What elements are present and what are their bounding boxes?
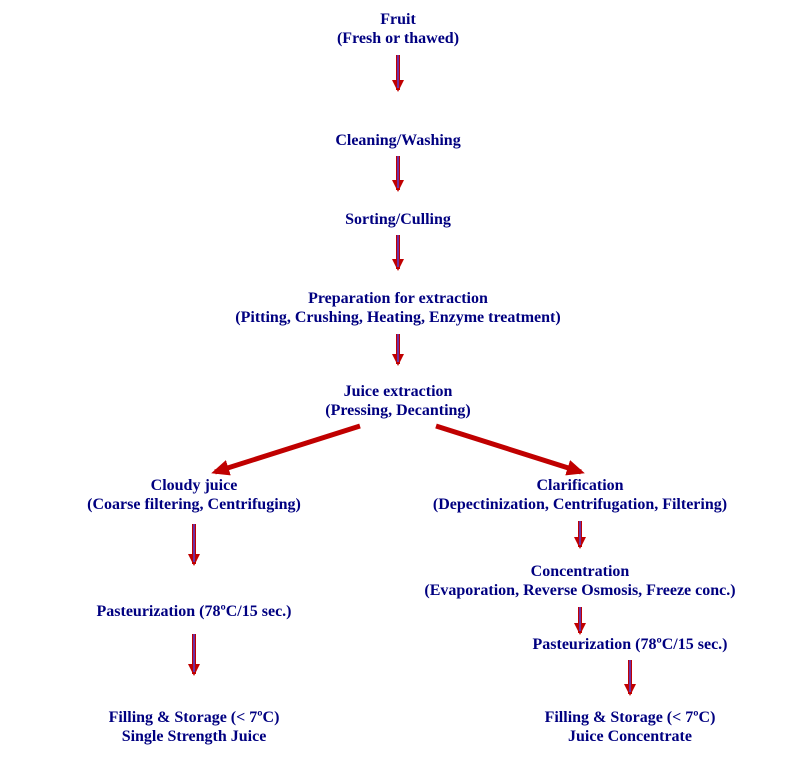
branch-arrow: [436, 426, 581, 472]
node-extract-line1: (Pressing, Decanting): [325, 402, 470, 419]
node-extract-line0: Juice extraction: [344, 383, 453, 400]
node-fill_l-line0: Filling & Storage (< 7ºC): [109, 709, 280, 726]
node-sort-line0: Sorting/Culling: [345, 211, 451, 228]
node-past_l: Pasteurization (78ºC/15 sec.): [96, 603, 291, 620]
node-clarif-line1: (Depectinization, Centrifugation, Filter…: [433, 496, 727, 513]
node-fill_r-line1: Juice Concentrate: [568, 728, 692, 745]
node-fruit-line0: Fruit: [380, 11, 416, 28]
node-past_r-line0: Pasteurization (78ºC/15 sec.): [532, 636, 727, 653]
node-conc-line1: (Evaporation, Reverse Osmosis, Freeze co…: [424, 582, 735, 599]
flowchart: Fruit (Fresh or thawed) Cleaning/Washing So…: [0, 0, 795, 777]
node-fill_l: Filling & Storage (< 7ºC) Single Strength…: [109, 709, 280, 745]
node-fill_r: Filling & Storage (< 7ºC) Juice Concentra…: [545, 709, 716, 745]
node-cloudy-line0: Cloudy juice: [151, 477, 238, 494]
node-past_r: Pasteurization (78ºC/15 sec.): [532, 636, 727, 653]
node-cloudy: Cloudy juice (Coarse filtering, Centrifug…: [87, 477, 301, 513]
node-fruit-line1: (Fresh or thawed): [337, 30, 459, 47]
node-past_l-line0: Pasteurization (78ºC/15 sec.): [96, 603, 291, 620]
node-prep-line0: Preparation for extraction: [308, 290, 488, 307]
node-fruit: Fruit (Fresh or thawed): [337, 11, 459, 47]
node-prep: Preparation for extraction (Pitting, Crus…: [235, 290, 560, 326]
node-clean: Cleaning/Washing: [335, 132, 460, 149]
node-sort: Sorting/Culling: [345, 211, 451, 228]
node-clean-line0: Cleaning/Washing: [335, 132, 460, 149]
node-fill_r-line0: Filling & Storage (< 7ºC): [545, 709, 716, 726]
node-cloudy-line1: (Coarse filtering, Centrifuging): [87, 496, 301, 513]
node-extract: Juice extraction (Pressing, Decanting): [325, 383, 470, 419]
node-clarif-line0: Clarification: [536, 477, 623, 494]
node-conc-line0: Concentration: [531, 563, 630, 580]
node-conc: Concentration (Evaporation, Reverse Osmos…: [424, 563, 735, 599]
branch-arrow: [215, 426, 360, 472]
node-prep-line1: (Pitting, Crushing, Heating, Enzyme trea…: [235, 309, 560, 326]
node-fill_l-line1: Single Strength Juice: [122, 728, 267, 745]
node-clarif: Clarification (Depectinization, Centrifug…: [433, 477, 727, 513]
